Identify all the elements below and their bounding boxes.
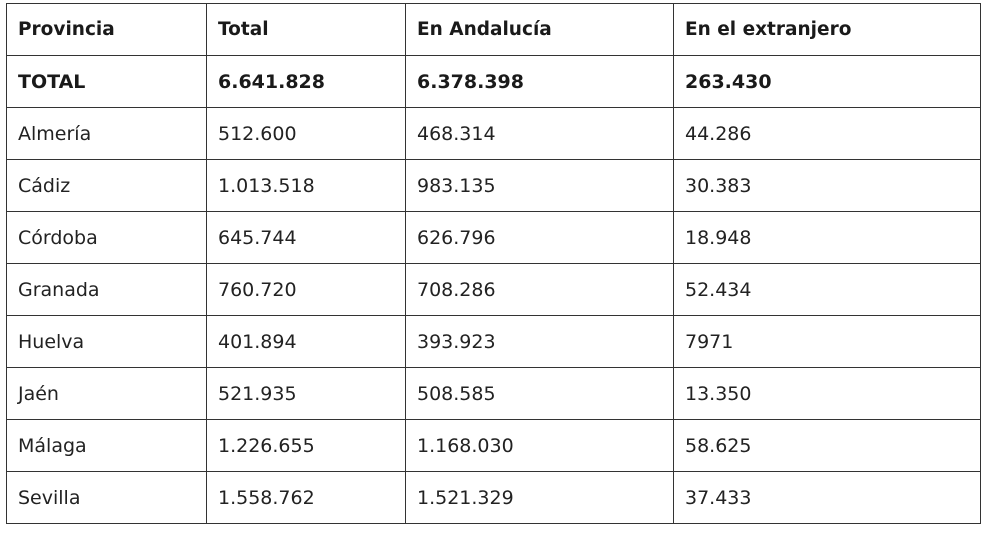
cell-en-el-extranjero: 52.434 xyxy=(673,263,981,316)
header-en-el-extranjero: En el extranjero xyxy=(673,3,981,56)
total-label: TOTAL xyxy=(6,55,207,108)
cell-total: 1.558.762 xyxy=(206,471,406,524)
cell-provincia: Jaén xyxy=(6,367,207,420)
table-row: Córdoba 645.744 626.796 18.948 xyxy=(6,211,981,264)
cell-en-el-extranjero: 30.383 xyxy=(673,159,981,212)
cell-en-el-extranjero: 58.625 xyxy=(673,419,981,472)
cell-total: 401.894 xyxy=(206,315,406,368)
cell-provincia: Almería xyxy=(6,107,207,160)
table-row: Granada 760.720 708.286 52.434 xyxy=(6,263,981,316)
total-value: 6.641.828 xyxy=(206,55,406,108)
table-row: Cádiz 1.013.518 983.135 30.383 xyxy=(6,159,981,212)
total-andalucia-value: 6.378.398 xyxy=(405,55,674,108)
cell-en-el-extranjero: 44.286 xyxy=(673,107,981,160)
cell-en-andalucia: 393.923 xyxy=(405,315,674,368)
cell-total: 1.013.518 xyxy=(206,159,406,212)
cell-en-andalucia: 983.135 xyxy=(405,159,674,212)
cell-total: 645.744 xyxy=(206,211,406,264)
cell-provincia: Sevilla xyxy=(6,471,207,524)
cell-en-andalucia: 1.521.329 xyxy=(405,471,674,524)
cell-en-andalucia: 508.585 xyxy=(405,367,674,420)
cell-en-andalucia: 468.314 xyxy=(405,107,674,160)
table-body: TOTAL 6.641.828 6.378.398 263.430 Almerí… xyxy=(6,55,981,524)
table-row: Málaga 1.226.655 1.168.030 58.625 xyxy=(6,419,981,472)
cell-en-el-extranjero: 37.433 xyxy=(673,471,981,524)
cell-provincia: Huelva xyxy=(6,315,207,368)
cell-total: 521.935 xyxy=(206,367,406,420)
cell-en-andalucia: 708.286 xyxy=(405,263,674,316)
cell-en-el-extranjero: 13.350 xyxy=(673,367,981,420)
header-total: Total xyxy=(206,3,406,56)
total-extranjero-value: 263.430 xyxy=(673,55,981,108)
cell-provincia: Córdoba xyxy=(6,211,207,264)
total-row: TOTAL 6.641.828 6.378.398 263.430 xyxy=(6,55,981,108)
province-table: Provincia Total En Andalucía En el extra… xyxy=(6,3,981,524)
table-header: Provincia Total En Andalucía En el extra… xyxy=(6,3,981,56)
cell-total: 760.720 xyxy=(206,263,406,316)
table-row: Huelva 401.894 393.923 7971 xyxy=(6,315,981,368)
table-row: Jaén 521.935 508.585 13.350 xyxy=(6,367,981,420)
cell-en-andalucia: 626.796 xyxy=(405,211,674,264)
header-en-andalucia: En Andalucía xyxy=(405,3,674,56)
cell-provincia: Granada xyxy=(6,263,207,316)
cell-en-el-extranjero: 18.948 xyxy=(673,211,981,264)
cell-total: 1.226.655 xyxy=(206,419,406,472)
cell-en-el-extranjero: 7971 xyxy=(673,315,981,368)
cell-provincia: Cádiz xyxy=(6,159,207,212)
header-provincia: Provincia xyxy=(6,3,207,56)
cell-total: 512.600 xyxy=(206,107,406,160)
cell-en-andalucia: 1.168.030 xyxy=(405,419,674,472)
header-row: Provincia Total En Andalucía En el extra… xyxy=(6,3,981,56)
table-row: Almería 512.600 468.314 44.286 xyxy=(6,107,981,160)
table-row: Sevilla 1.558.762 1.521.329 37.433 xyxy=(6,471,981,524)
cell-provincia: Málaga xyxy=(6,419,207,472)
